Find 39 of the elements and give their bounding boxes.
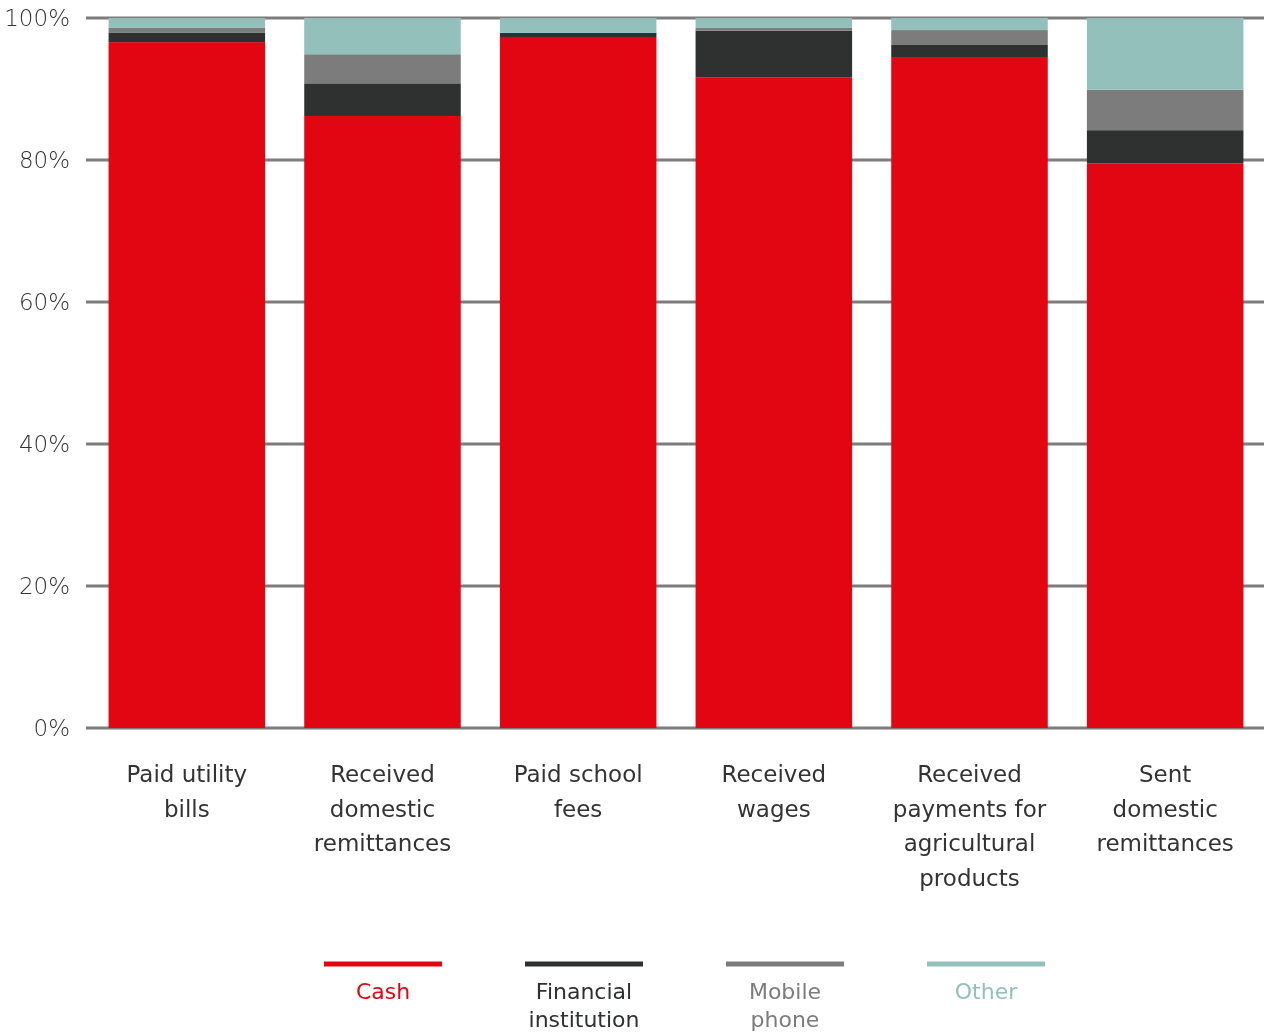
bar	[891, 57, 1048, 728]
text: Financial institution	[528, 979, 640, 1032]
text: Other	[954, 979, 1019, 1004]
x-tick-label: Paid utility bills	[126, 761, 248, 822]
x-tick-label: Received wages	[721, 761, 827, 822]
bar	[108, 32, 266, 43]
bar	[695, 27, 853, 31]
y-tick-label: 40%	[18, 431, 70, 458]
bar	[891, 18, 1048, 31]
x-tick-label: Received payments for agricultural products	[892, 761, 1047, 891]
y-tick-label: 20%	[18, 573, 70, 600]
bar	[108, 42, 266, 728]
text: Cash	[355, 979, 411, 1004]
text: Mobile phone	[748, 979, 822, 1032]
bar	[304, 18, 461, 55]
y-tick-label: 0%	[33, 715, 70, 742]
bar	[695, 18, 853, 28]
y-tick-label: 100%	[4, 5, 70, 32]
bar	[304, 83, 461, 116]
x-tick-label: Paid school fees	[513, 761, 643, 822]
x-tick-label: Received domestic remittances	[313, 761, 452, 856]
bar	[1086, 89, 1244, 131]
bar	[304, 54, 461, 84]
y-tick-label: 60%	[18, 289, 70, 316]
bar	[304, 115, 461, 728]
bar	[695, 30, 853, 78]
x-tick-label: Sent domestic remittances	[1096, 761, 1234, 856]
bar	[1086, 18, 1244, 90]
bar	[1086, 163, 1244, 728]
bar	[108, 18, 266, 28]
bar	[499, 18, 657, 33]
y-tick-label: 80%	[18, 147, 70, 174]
bar	[891, 44, 1048, 58]
bar	[499, 37, 657, 728]
bar	[891, 30, 1048, 45]
bar	[108, 27, 266, 33]
bar	[1086, 130, 1244, 164]
bar	[695, 77, 853, 728]
bar	[499, 32, 657, 38]
